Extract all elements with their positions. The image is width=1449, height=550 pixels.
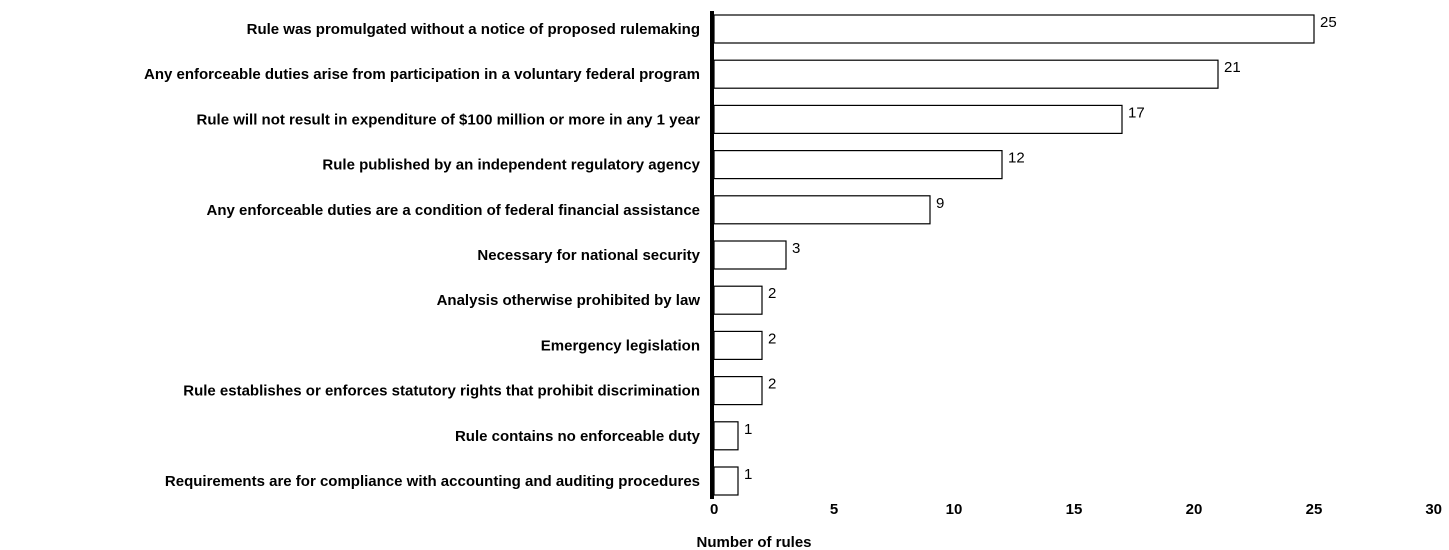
data-label: 25 bbox=[1320, 14, 1337, 31]
data-label: 17 bbox=[1128, 104, 1145, 121]
category-label: Rule establishes or enforces statutory r… bbox=[183, 383, 700, 400]
x-tick-label: 25 bbox=[1306, 501, 1323, 518]
bars-layer bbox=[713, 14, 1315, 496]
data-label: 3 bbox=[792, 240, 800, 257]
x-tick-label: 20 bbox=[1186, 501, 1203, 518]
bar bbox=[713, 376, 763, 406]
bar bbox=[713, 59, 1219, 89]
bar bbox=[713, 466, 739, 496]
category-labels: Rule was promulgated without a notice of… bbox=[144, 21, 701, 490]
x-axis-ticks: 0 5 10 15 20 25 30 bbox=[710, 501, 1442, 518]
data-label: 21 bbox=[1224, 59, 1241, 76]
category-label: Requirements are for compliance with acc… bbox=[165, 473, 700, 490]
data-label: 2 bbox=[768, 285, 776, 302]
bar bbox=[713, 330, 763, 360]
category-label: Necessary for national security bbox=[477, 247, 700, 264]
bar bbox=[713, 421, 739, 451]
x-tick-label: 10 bbox=[946, 501, 963, 518]
category-label: Any enforceable duties are a condition o… bbox=[207, 202, 700, 219]
bar bbox=[713, 285, 763, 315]
x-axis-title: Number of rules bbox=[696, 534, 811, 550]
category-label: Rule was promulgated without a notice of… bbox=[247, 21, 700, 38]
bar bbox=[713, 195, 931, 225]
category-label: Rule published by an independent regulat… bbox=[322, 157, 700, 174]
bar bbox=[713, 104, 1123, 135]
category-label: Rule contains no enforceable duty bbox=[455, 428, 701, 445]
x-tick-label: 0 bbox=[710, 501, 718, 518]
category-label: Rule will not result in expenditure of $… bbox=[197, 111, 701, 128]
data-label: 2 bbox=[768, 330, 776, 347]
x-tick-label: 5 bbox=[830, 501, 838, 518]
data-label: 1 bbox=[744, 421, 752, 438]
category-label: Emergency legislation bbox=[541, 337, 700, 354]
bar bbox=[713, 240, 787, 270]
data-label: 12 bbox=[1008, 150, 1025, 167]
data-label: 9 bbox=[936, 195, 944, 212]
data-label: 1 bbox=[744, 466, 752, 483]
bar bbox=[713, 150, 1003, 180]
category-label: Analysis otherwise prohibited by law bbox=[437, 292, 701, 309]
category-label: Any enforceable duties arise from partic… bbox=[144, 66, 700, 83]
x-tick-label: 30 bbox=[1425, 501, 1442, 518]
x-tick-label: 15 bbox=[1066, 501, 1083, 518]
bar bbox=[713, 14, 1315, 44]
data-label: 2 bbox=[768, 376, 776, 393]
